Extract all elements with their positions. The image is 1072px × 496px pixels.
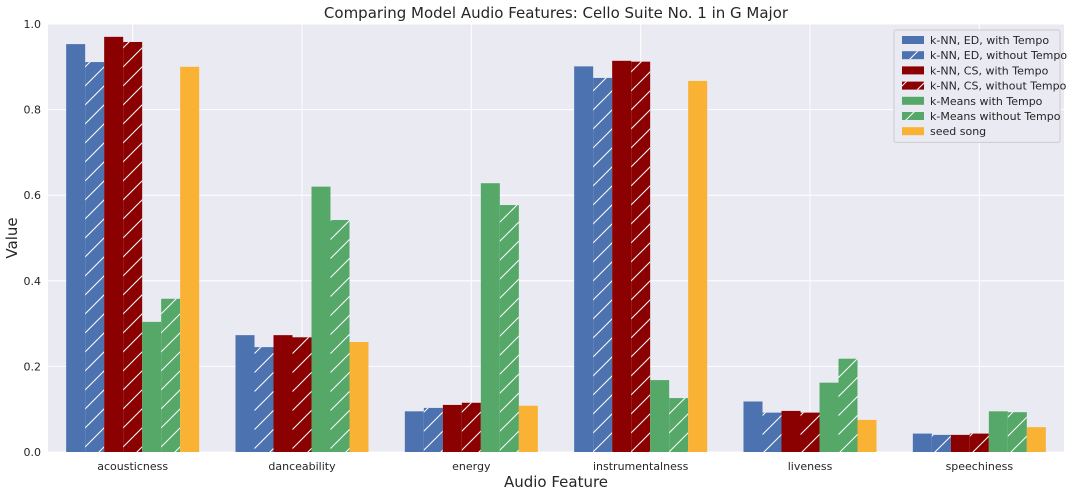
bar (235, 335, 255, 452)
bar-hatch (461, 402, 481, 452)
legend-label: seed song (930, 125, 986, 138)
bar (311, 186, 331, 452)
bar (66, 44, 86, 453)
legend-label: k-NN, CS, with Tempo (930, 64, 1049, 77)
bar (442, 404, 462, 452)
bar (912, 433, 932, 452)
bar (612, 60, 632, 453)
bar (404, 411, 424, 452)
bar (950, 434, 970, 452)
y-tick-label: 0.8 (24, 104, 42, 117)
bar-hatch (800, 412, 820, 452)
x-tick-labels: acousticness danceability energy instrument… (97, 460, 1013, 473)
bar-hatch (254, 347, 274, 452)
bar-hatch (762, 412, 782, 452)
bar-hatch (969, 433, 989, 452)
bar (857, 419, 877, 452)
bar (1026, 427, 1046, 452)
y-tick-label: 0.4 (24, 275, 42, 288)
bar (988, 411, 1008, 452)
bars (66, 36, 1046, 453)
bar (743, 401, 763, 452)
x-tick-label: danceability (268, 460, 336, 473)
y-tick-label: 0.2 (24, 360, 42, 373)
bar-hatch (499, 205, 519, 452)
legend-label: k-NN, ED, with Tempo (930, 34, 1049, 47)
bar-hatch (838, 358, 858, 452)
bar (819, 382, 839, 452)
bar (650, 380, 670, 452)
legend-swatch (902, 96, 924, 105)
x-tick-label: acousticness (97, 460, 168, 473)
legend: k-NN, ED, with Tempo k-NN, ED, without Te… (893, 29, 1067, 143)
y-tick-label: 0.6 (24, 189, 42, 202)
x-tick-label: instrumentalness (593, 460, 689, 473)
bar (574, 66, 594, 452)
bar (688, 80, 708, 452)
x-tick-label: liveness (788, 460, 833, 473)
bar-hatch (292, 337, 312, 452)
x-tick-label: energy (452, 460, 491, 473)
y-axis-label: Value (3, 217, 21, 258)
y-tick-label: 0.0 (24, 446, 42, 459)
y-tick-label: 1.0 (24, 18, 42, 31)
bar (349, 342, 369, 452)
bar (104, 36, 124, 453)
legend-label: k-Means without Tempo (930, 110, 1061, 123)
bar-hatch (330, 220, 350, 452)
bar-hatch (423, 407, 443, 452)
bar-hatch (123, 41, 143, 452)
bar-hatch (85, 62, 105, 452)
legend-label: k-NN, ED, without Tempo (930, 49, 1067, 62)
legend-label: k-Means with Tempo (930, 95, 1043, 108)
bar (781, 410, 801, 452)
legend-swatch (902, 127, 924, 136)
y-tick-labels: 0.0 0.2 0.4 0.6 0.8 1.0 (24, 18, 42, 459)
bar-hatch (161, 298, 181, 452)
legend-swatch-hatch (902, 112, 924, 120)
x-axis-label: Audio Feature (504, 473, 608, 491)
bar (273, 335, 293, 452)
legend-label: k-NN, CS, without Tempo (930, 80, 1067, 93)
legend-swatch-hatch (902, 51, 924, 60)
chart-title: Comparing Model Audio Features: Cello Su… (324, 4, 789, 22)
bar-hatch (1007, 412, 1027, 452)
bar-hatch (593, 77, 613, 452)
x-tick-label: speechiness (946, 460, 1014, 473)
bar-hatch (931, 434, 951, 452)
legend-box (893, 29, 1061, 143)
bar (180, 66, 200, 453)
bar (480, 183, 500, 452)
bar-hatch (631, 61, 651, 452)
legend-swatch (902, 66, 924, 75)
bar (142, 321, 162, 452)
legend-swatch (902, 36, 924, 44)
bar-hatch (669, 398, 689, 452)
legend-swatch-hatch (902, 81, 924, 90)
bar (518, 405, 538, 452)
